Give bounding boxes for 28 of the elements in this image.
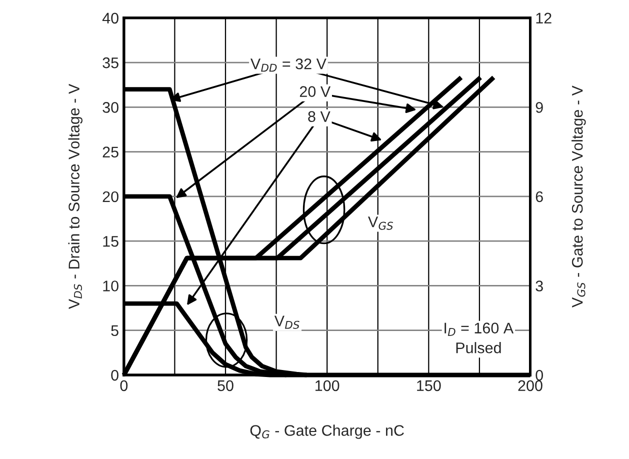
y2-tick-label: 0 bbox=[536, 370, 544, 381]
y-axis-title: V$_{DS}$ - Drain to Source Voltage - V bbox=[68, 84, 82, 310]
annotation: V$_{DS}$ bbox=[274, 316, 300, 329]
y-tick-label: 25 bbox=[102, 146, 118, 158]
x-tick-label: 50 bbox=[218, 380, 234, 392]
y2-axis-title: V$_{GS}$ - Gate to Source Voltage - V bbox=[572, 86, 586, 308]
x-tick-label: 100 bbox=[316, 380, 340, 392]
annotation: V$_{GS}$ bbox=[368, 216, 394, 230]
y-tick-label: 5 bbox=[111, 325, 118, 336]
x-tick-label: 0 bbox=[120, 380, 128, 392]
y-tick-label: 20 bbox=[102, 191, 118, 202]
x-tick-label: 150 bbox=[417, 380, 441, 392]
y2-tick-label: 3 bbox=[536, 280, 543, 292]
y-tick-label: 10 bbox=[103, 280, 118, 292]
annotation: 8 V bbox=[308, 111, 330, 122]
y2-tick-label: 6 bbox=[536, 191, 543, 202]
y-tick-label: 35 bbox=[102, 57, 118, 68]
x-axis-title: Q$_{G}$ - Gate Charge - nC bbox=[250, 424, 404, 439]
y-tick-label: 0 bbox=[111, 370, 118, 381]
y2-tick-label: 12 bbox=[536, 12, 552, 24]
annotation: I$_{D}$ = 160 A Pulsed bbox=[444, 322, 514, 354]
annotation: V$_{DD}$ = 32 V bbox=[250, 58, 326, 72]
x-tick-label: 200 bbox=[518, 380, 542, 392]
y-tick-label: 40 bbox=[102, 12, 118, 24]
annotation: 20 V bbox=[300, 86, 331, 97]
y-tick-label: 30 bbox=[102, 102, 118, 113]
y-tick-label: 15 bbox=[103, 236, 118, 247]
y2-tick-label: 9 bbox=[536, 102, 543, 113]
